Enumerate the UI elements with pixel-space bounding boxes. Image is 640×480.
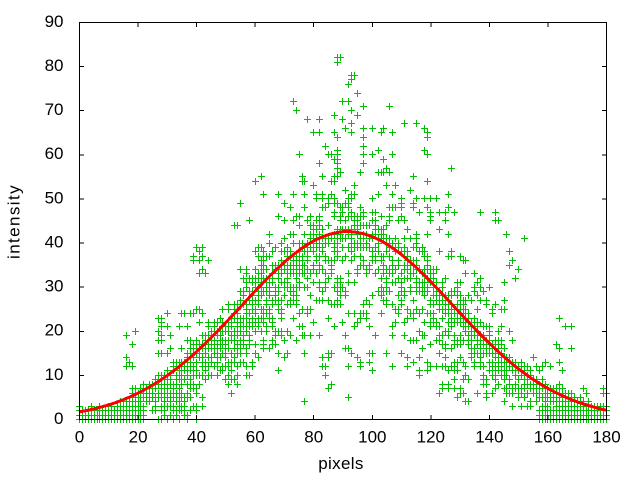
svg-text:50: 50 <box>45 188 64 207</box>
svg-text:60: 60 <box>246 428 265 447</box>
svg-text:40: 40 <box>187 428 206 447</box>
svg-text:0: 0 <box>54 409 63 428</box>
svg-text:60: 60 <box>45 144 64 163</box>
svg-text:100: 100 <box>358 428 386 447</box>
svg-text:120: 120 <box>417 428 445 447</box>
svg-text:pixels: pixels <box>318 454 364 473</box>
svg-text:80: 80 <box>45 56 64 75</box>
svg-text:140: 140 <box>475 428 503 447</box>
svg-text:70: 70 <box>45 100 64 119</box>
svg-text:10: 10 <box>45 365 64 384</box>
svg-text:40: 40 <box>45 233 64 252</box>
svg-text:0: 0 <box>75 428 84 447</box>
svg-text:20: 20 <box>129 428 148 447</box>
svg-text:30: 30 <box>45 277 64 296</box>
svg-text:intensity: intensity <box>5 184 24 259</box>
svg-text:180: 180 <box>592 428 620 447</box>
svg-text:160: 160 <box>534 428 562 447</box>
svg-text:20: 20 <box>45 321 64 340</box>
svg-text:90: 90 <box>45 12 64 31</box>
svg-text:80: 80 <box>304 428 323 447</box>
